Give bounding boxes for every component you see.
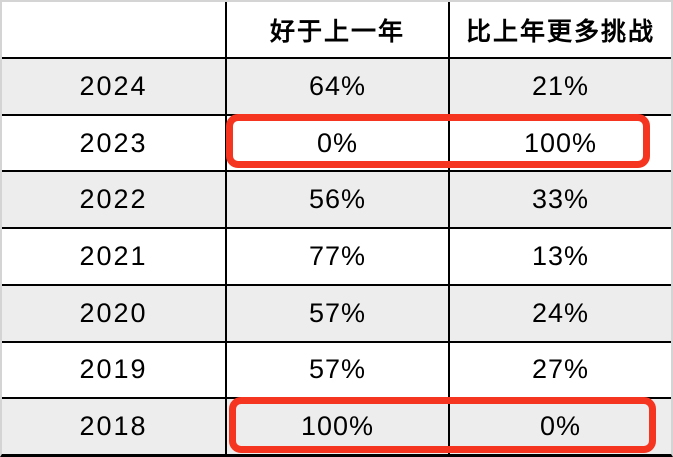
table-row-2022: 2022 56% 33% <box>2 170 671 228</box>
challenge-value-cell: 13% <box>448 229 671 284</box>
table-row-2019: 2019 57% 27% <box>2 340 671 398</box>
table-row-2021: 2021 77% 13% <box>2 227 671 284</box>
better-value-cell: 100% <box>225 399 448 454</box>
better-value-cell: 0% <box>225 115 448 171</box>
year-cell: 2018 <box>79 411 148 442</box>
better-value-cell: 64% <box>225 59 448 114</box>
table-row-2023: 2023 0% 100% <box>2 113 671 171</box>
table-row-2024: 2024 64% 21% <box>2 57 671 114</box>
challenge-value-cell: 27% <box>448 342 671 398</box>
table-row-2020: 2020 57% 24% <box>2 283 671 341</box>
year-cell: 2024 <box>79 70 148 101</box>
year-cell: 2022 <box>79 184 148 215</box>
better-column-header: 好于上一年 <box>225 2 448 57</box>
table-header-row: 好于上一年 比上年更多挑战 <box>2 2 671 57</box>
table-row-2018: 2018 100% 0% <box>2 397 671 454</box>
better-value-cell: 57% <box>225 285 448 341</box>
challenge-value-cell: 33% <box>448 172 671 228</box>
year-cell: 2020 <box>79 297 148 328</box>
year-cell: 2023 <box>79 127 148 158</box>
challenge-value-cell: 24% <box>448 285 671 341</box>
year-column-header <box>2 2 225 57</box>
challenge-value-cell: 100% <box>448 115 671 171</box>
better-value-cell: 56% <box>225 172 448 228</box>
challenge-column-header: 比上年更多挑战 <box>448 2 671 57</box>
better-value-cell: 77% <box>225 229 448 284</box>
year-cell: 2019 <box>79 354 148 385</box>
challenge-value-cell: 0% <box>448 399 671 454</box>
better-value-cell: 57% <box>225 342 448 398</box>
year-cell: 2021 <box>79 240 148 271</box>
challenge-value-cell: 21% <box>448 59 671 114</box>
